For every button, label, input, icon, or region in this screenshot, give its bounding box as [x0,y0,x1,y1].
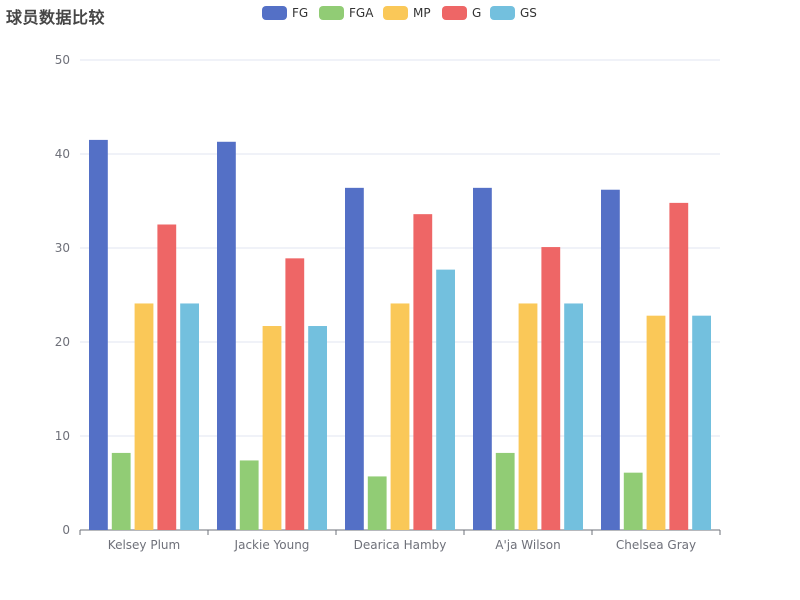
y-tick-label: 0 [62,523,70,537]
bar-g[interactable] [285,258,305,530]
bar-fg[interactable] [473,187,492,530]
y-tick-label: 20 [55,335,70,349]
bar-mp[interactable] [262,326,282,530]
bar-gs[interactable] [436,269,455,530]
legend-label-g: G [472,6,482,20]
y-tick-label: 40 [55,147,70,161]
bar-fga[interactable] [367,476,387,530]
y-tick-label: 30 [55,241,70,255]
legend-item-fga[interactable]: FGA [319,5,373,21]
bar-gs[interactable] [308,326,327,530]
bar-fga[interactable] [111,452,131,530]
bar-fg[interactable] [89,139,108,530]
bar-fg[interactable] [217,141,236,530]
legend-item-mp[interactable]: MP [383,5,431,21]
legend-label-fga: FGA [349,6,374,20]
bar-g[interactable] [157,224,177,531]
y-tick-label: 10 [55,429,70,443]
bar-fga[interactable] [623,472,643,530]
x-tick-label: Jackie Young [234,538,310,552]
legend-swatch-mp [383,6,408,20]
bar-gs[interactable] [564,303,583,530]
legend-swatch-fg [262,6,287,20]
bar-gs[interactable] [692,315,711,530]
legend-label-fg: FG [292,6,309,20]
legend-swatch-gs [490,6,515,20]
bar-g[interactable] [669,202,689,530]
bar-mp[interactable] [134,303,154,530]
bar-mp[interactable] [646,315,666,530]
bar-gs[interactable] [180,303,199,530]
x-tick-label: A'ja Wilson [495,538,560,552]
legend-item-fg[interactable]: FG [262,5,308,21]
legend-label-mp: MP [413,6,431,20]
x-tick-label: Chelsea Gray [616,538,696,552]
y-tick-label: 50 [55,53,70,67]
bar-fg[interactable] [345,187,364,530]
legend-swatch-g [442,6,467,20]
bar-mp[interactable] [390,303,410,530]
legend: FG FGA MP G GS [0,5,800,21]
legend-swatch-fga [319,6,344,20]
legend-label-gs: GS [520,6,537,20]
chart-title: 球员数据比较 [6,8,106,27]
bar-fg[interactable] [601,189,620,530]
legend-item-gs[interactable]: GS [490,5,537,21]
legend-item-g[interactable]: G [442,5,481,21]
bar-g[interactable] [413,214,433,530]
bar-g[interactable] [541,247,561,530]
x-tick-label: Kelsey Plum [108,538,180,552]
bar-mp[interactable] [518,303,538,530]
bar-fga[interactable] [239,460,259,530]
x-tick-label: Dearica Hamby [354,538,447,552]
bar-fga[interactable] [495,452,515,530]
